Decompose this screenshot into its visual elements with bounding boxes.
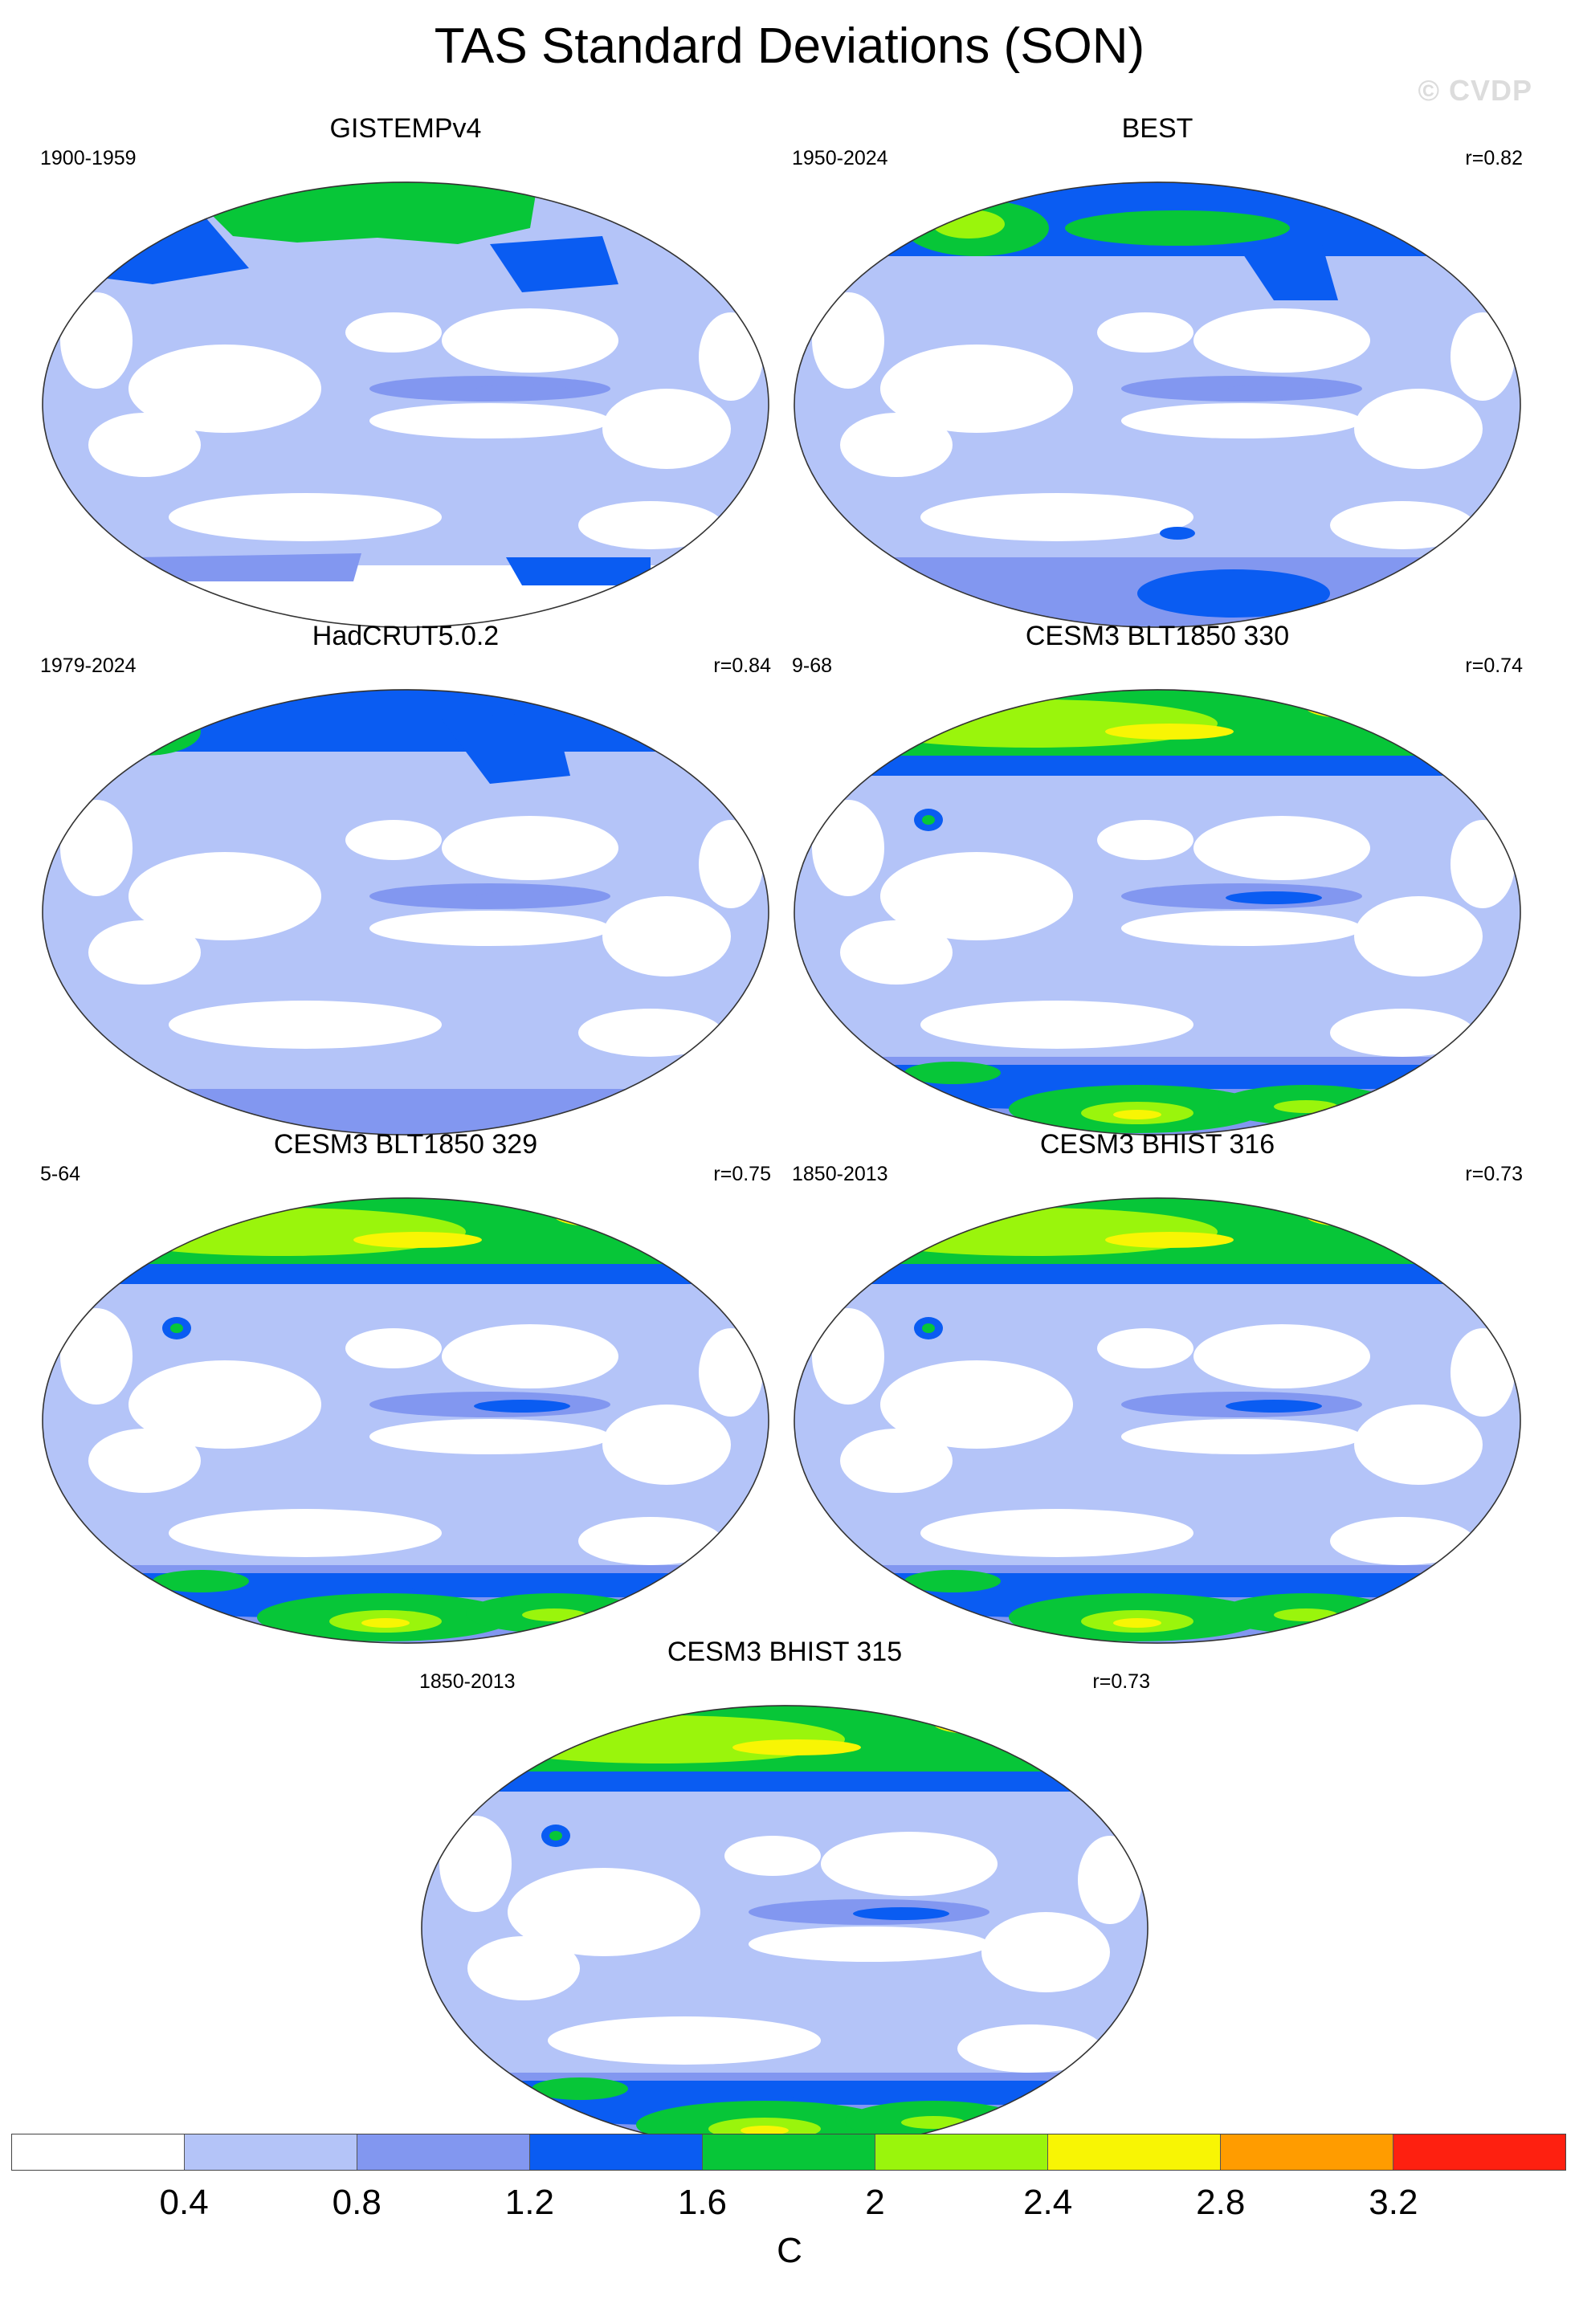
panel-correlation: r=0.82 [1465, 147, 1523, 169]
colorbar-tick-label: 0.8 [332, 2183, 381, 2222]
colorbar [11, 2134, 1566, 2171]
colorbar-unit-label: C [777, 2231, 802, 2270]
colorbar-tick-label: 0.4 [159, 2183, 209, 2222]
colorbar-swatch-7 [1221, 2134, 1393, 2170]
panel-title: HadCRUT5.0.2 [312, 621, 500, 651]
panel-period: 1900-1959 [40, 147, 137, 169]
panel-title: BEST [1121, 113, 1193, 144]
colorbar-swatch-8 [1393, 2134, 1565, 2170]
colorbar-swatch-3 [530, 2134, 703, 2170]
panel-title: CESM3 BHIST 315 [667, 1637, 903, 1667]
map-panel-bhist-315: CESM3 BHIST 315 1850-2013 r=0.73 [419, 1636, 1150, 2151]
panel-correlation: r=0.75 [713, 1163, 771, 1185]
panel-correlation: r=0.73 [1092, 1670, 1150, 1693]
panel-correlation: r=0.73 [1465, 1163, 1523, 1185]
panel-period: 1850-2013 [419, 1670, 516, 1693]
colorbar-tick-label: 1.2 [504, 2183, 554, 2222]
colorbar-swatch-2 [357, 2134, 530, 2170]
standard-deviation-map [794, 1197, 1521, 1644]
colorbar-tick-label: 2 [865, 2183, 885, 2222]
panel-period: 1950-2024 [792, 147, 888, 169]
standard-deviation-map [421, 1705, 1149, 2151]
cvdp-watermark: © CVDP [1418, 74, 1532, 107]
panel-period: 9-68 [792, 654, 833, 677]
standard-deviation-map [794, 689, 1521, 1135]
map-panel-best: BEST 1950-2024 r=0.82 [792, 112, 1523, 628]
colorbar-tick-label: 2.8 [1196, 2183, 1246, 2222]
map-panel-blt1850-330: CESM3 BLT1850 330 9-68 r=0.74 [792, 620, 1523, 1135]
panel-title: CESM3 BLT1850 329 [273, 1129, 538, 1160]
colorbar-swatch-1 [185, 2134, 357, 2170]
colorbar-swatch-0 [12, 2134, 185, 2170]
standard-deviation-map [42, 689, 769, 1135]
panel-title: CESM3 BHIST 316 [1039, 1129, 1275, 1160]
colorbar-swatch-6 [1048, 2134, 1221, 2170]
map-panel-blt1850-329: CESM3 BLT1850 329 5-64 r=0.75 [40, 1128, 771, 1644]
colorbar-tick-label: 1.6 [677, 2183, 728, 2222]
panel-correlation: r=0.84 [713, 654, 771, 677]
panel-title: CESM3 BLT1850 330 [1025, 621, 1290, 651]
map-panel-hadcrut: HadCRUT5.0.2 1979-2024 r=0.84 [40, 620, 771, 1135]
colorbar-tick-label: 2.4 [1023, 2183, 1073, 2222]
map-panel-bhist-316: CESM3 BHIST 316 1850-2013 r=0.73 [792, 1128, 1523, 1644]
colorbar-swatch-4 [703, 2134, 875, 2170]
panel-period: 1979-2024 [40, 654, 137, 677]
panel-title: GISTEMPv4 [329, 113, 482, 144]
panel-period: 5-64 [40, 1163, 81, 1185]
colorbar-swatch-5 [875, 2134, 1048, 2170]
panel-period: 1850-2013 [792, 1163, 888, 1185]
figure-title: TAS Standard Deviations (SON) [434, 18, 1145, 74]
standard-deviation-map [794, 181, 1521, 628]
standard-deviation-map [42, 181, 769, 628]
colorbar-tick-label: 3.2 [1369, 2183, 1418, 2222]
panel-correlation: r=0.74 [1465, 654, 1523, 677]
standard-deviation-map [42, 1197, 769, 1644]
map-panel-gistemp: GISTEMPv4 1900-1959 [40, 112, 771, 628]
